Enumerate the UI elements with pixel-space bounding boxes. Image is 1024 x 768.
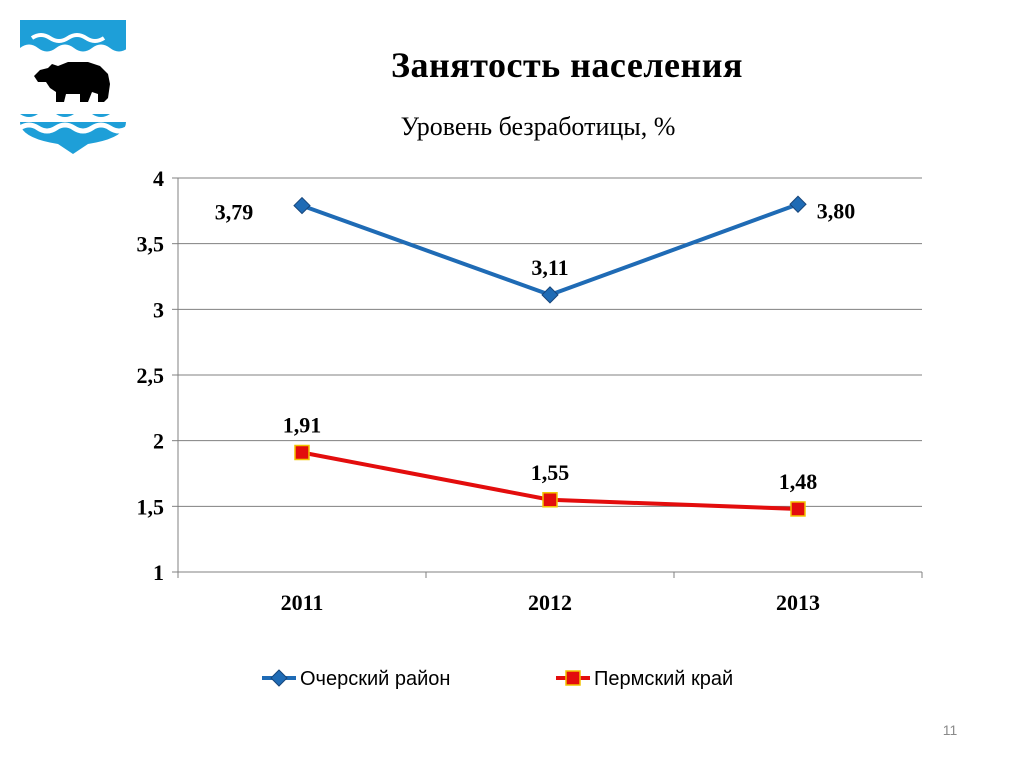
series-line-1 (301, 202, 799, 297)
data-label-s2: 1,55 (531, 460, 570, 485)
y-tick-label: 1,5 (137, 494, 165, 519)
data-point-s1 (789, 195, 807, 213)
data-point-s2 (790, 501, 806, 517)
data-point-s1 (541, 286, 559, 304)
slide-title: Занятость населения (391, 45, 743, 85)
bear-crest-icon (18, 20, 128, 154)
y-tick-label: 1 (153, 560, 164, 585)
legend-marker-2 (565, 670, 581, 686)
data-label-s1: 3,11 (531, 255, 568, 280)
data-point-s2 (542, 492, 558, 508)
x-tick-label: 2012 (528, 590, 572, 615)
data-label-s2: 1,91 (283, 412, 322, 437)
legend-marker-1 (270, 669, 288, 687)
x-tick-label: 2013 (776, 590, 820, 615)
data-point-s2 (294, 444, 310, 461)
y-tick-label: 3 (153, 297, 164, 322)
legend-label-2: Пермский край (594, 668, 733, 690)
page-number: 11 (942, 722, 958, 738)
data-label-s2: 1,48 (779, 469, 818, 494)
data-label-s1: 3,79 (215, 200, 254, 225)
data-point-s1 (293, 196, 311, 215)
x-tick-label: 2011 (281, 590, 324, 615)
y-tick-label: 4 (153, 166, 164, 191)
y-tick-label: 3,5 (137, 232, 165, 257)
legend-label-1: Очерский район (300, 668, 450, 690)
y-tick-label: 2,5 (137, 363, 165, 388)
data-label-s1: 3,80 (817, 198, 856, 223)
y-tick-label: 2 (153, 429, 164, 454)
chart-title: Уровень безработицы, % (400, 112, 676, 141)
